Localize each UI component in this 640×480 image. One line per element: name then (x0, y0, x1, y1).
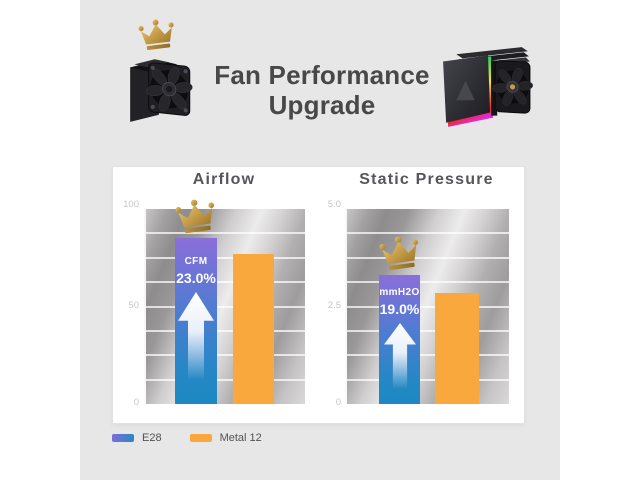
legend-swatch-metal12 (189, 434, 212, 442)
airflow-improvement: 23.0% (176, 270, 216, 287)
sp-ytick-5: 5.0 (327, 199, 341, 210)
bar-e28-airflow: CFM 23.0% (175, 238, 217, 404)
static-pressure-plot: mmH2O 19.0% (345, 209, 509, 404)
legend-label-metal12: Metal 12 (219, 432, 262, 444)
legend-swatch-e28 (112, 434, 134, 442)
content-area: Fan Performance Upgrade (80, 0, 560, 480)
sp-unit-label: mmH2O (379, 287, 420, 299)
airflow-chart-title: Airflow (192, 171, 256, 188)
static-pressure-chart-title: Static Pressure (359, 171, 494, 188)
airflow-ytick-100: 100 (123, 199, 139, 210)
up-arrow-icon (383, 323, 416, 390)
legend-item-metal12: Metal 12 (189, 432, 262, 444)
sp-ytick-0: 0 (335, 397, 341, 408)
bar-e28-static-pressure: mmH2O 19.0% (379, 275, 420, 404)
charts-card: Airflow 100 50 0 CFM 23.0% (112, 166, 525, 424)
airflow-ytick-0: 0 (133, 397, 139, 408)
page-title-line1: Fan Performance (214, 60, 430, 90)
crown-icon (376, 233, 423, 274)
legend-item-e28: E28 (112, 432, 162, 444)
crown-icon (136, 16, 178, 53)
bar-metal12-static-pressure (435, 292, 479, 404)
page-title: Fan Performance Upgrade (202, 60, 442, 120)
page-title-line2: Upgrade (268, 90, 376, 120)
up-arrow-icon (178, 292, 214, 381)
airflow-unit-label: CFM (184, 256, 208, 268)
rgb-cooler-image (443, 47, 534, 127)
airflow-plot: CFM 23.0% (144, 209, 305, 404)
legend: E28 Metal 12 (112, 432, 262, 444)
legend-label-e28: E28 (142, 432, 162, 444)
airflow-ytick-50: 50 (128, 300, 139, 311)
tower-cooler-image (130, 59, 193, 122)
crown-icon (173, 196, 220, 237)
sp-improvement: 19.0% (379, 301, 420, 318)
sp-ytick-2-5: 2.5 (327, 300, 341, 311)
bar-metal12-airflow (233, 253, 274, 404)
